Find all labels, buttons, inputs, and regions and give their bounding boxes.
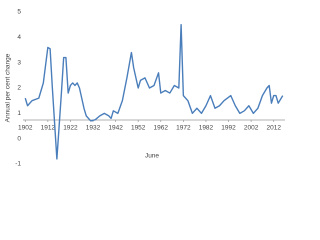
x-tick-label: 1942 xyxy=(108,125,123,132)
x-tick-label: 1992 xyxy=(221,125,236,132)
x-tick-label: 1922 xyxy=(63,125,78,132)
x-tick-label: 1962 xyxy=(154,125,169,132)
x-tick-label: 1902 xyxy=(18,125,33,132)
y-tick-label: 5 xyxy=(17,9,21,16)
x-tick-label: 1982 xyxy=(199,125,214,132)
x-tick-label: 2002 xyxy=(244,125,259,132)
y-tick-label: 2 xyxy=(17,85,21,92)
x-tick-label: 1912 xyxy=(41,125,56,132)
y-tick-label: 3 xyxy=(17,59,21,66)
y-axis-title: Annual per cent change xyxy=(5,53,12,122)
y-tick-label: 1 xyxy=(17,110,21,117)
x-tick-label: 1952 xyxy=(131,125,146,132)
y-tick-label: 0 xyxy=(17,135,21,142)
chart: Annual per cent change June -1 0 1 2 3 4 5 1902… xyxy=(5,9,285,168)
y-tick-label: -1 xyxy=(15,161,21,168)
x-axis-title: June xyxy=(145,153,159,160)
x-tick-label: 1972 xyxy=(176,125,191,132)
x-tick-label: 2012 xyxy=(266,125,281,132)
x-tick-label: 1932 xyxy=(86,125,101,132)
y-tick-label: 4 xyxy=(17,34,21,41)
data-line xyxy=(24,23,284,160)
